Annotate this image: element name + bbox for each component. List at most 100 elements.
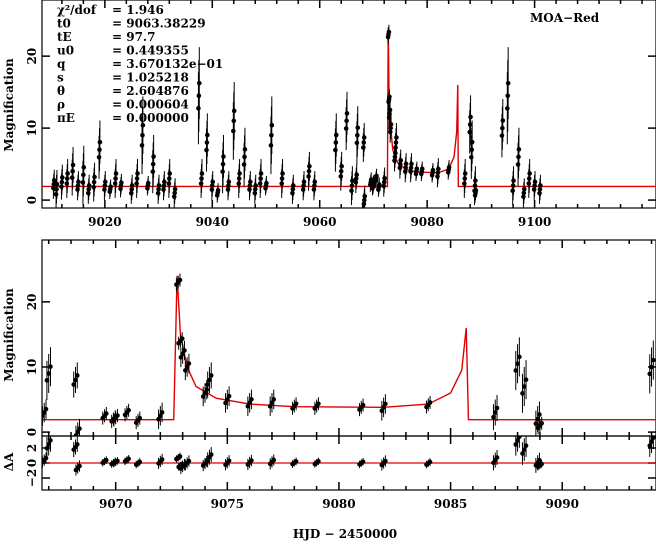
data-point [427,459,433,465]
data-point [354,172,359,178]
data-point [473,188,479,193]
y-tick-label: 10 [25,120,39,137]
data-point [104,411,109,416]
data-point [48,364,53,369]
data-point [177,454,183,459]
data-point [290,183,296,188]
data-point [339,163,344,169]
data-point [388,122,394,127]
data-point [386,29,392,35]
data-point [403,161,409,167]
data-point [159,457,165,462]
data-point [119,180,124,185]
data-point [267,403,273,409]
data-point [97,139,103,145]
data-point [271,457,277,463]
data-point [115,413,120,418]
param-rho-name: ρ [57,98,65,112]
data-point [77,426,82,431]
data-point [48,438,53,443]
data-point [649,439,654,445]
x-tick-label: 9040 [196,215,229,229]
y-tick-label: 0 [25,196,39,204]
data-point [184,364,190,370]
data-point [350,178,355,183]
data-point [379,408,385,414]
data-point [180,351,185,357]
y-axis-label-zoom: Magnification [2,288,16,382]
param-theta-name: θ [57,84,65,98]
data-point [362,194,368,199]
data-point [44,378,50,383]
plot-frame [41,0,656,209]
x-tick-label: 9080 [410,215,443,229]
data-point [517,436,522,439]
data-point [523,443,529,448]
param-piE-value: = 0.000000 [112,111,189,125]
data-point [75,429,81,435]
data-point [280,171,285,176]
data-point [225,397,230,402]
data-point [186,458,192,464]
data-point [253,183,258,188]
data-point [271,397,277,402]
data-point [145,180,151,186]
data-point [77,463,82,469]
data-point [46,371,51,376]
data-point [159,410,165,415]
data-point [647,371,653,377]
data-point [70,162,76,168]
data-point [521,384,527,389]
data-point [137,415,143,421]
x-tick-label: 9100 [518,215,551,229]
data-point [210,179,216,185]
y-tick-label: −2 [25,469,39,487]
data-point [293,401,299,407]
data-point [199,171,205,176]
data-point [108,184,113,190]
data-point [527,171,532,176]
param-theta-value: = 2.604876 [112,84,189,98]
param-chi2-value: = 1.946 [112,3,164,17]
param-u0-value: = 0.449355 [112,44,189,58]
data-point [535,416,540,422]
data-point [196,80,202,86]
data-point [158,413,163,419]
data-point [538,183,543,188]
data-point [446,165,452,170]
y-tick-label: 0 [25,459,39,467]
data-point [60,175,65,180]
data-point [4,434,9,439]
data-point [156,183,162,188]
param-rho-value: = 0.000604 [112,98,189,112]
x-tick-label: 9075 [211,497,244,511]
data-point [360,402,366,408]
data-point [436,166,441,172]
data-point [237,171,242,176]
data-point [511,178,516,183]
param-q-name: q [57,57,66,71]
y-tick-label: 20 [25,294,39,311]
data-point [473,178,478,183]
data-point [226,458,232,464]
y-axis-label-resid: ΔA [2,452,16,471]
data-point [427,400,433,405]
y-tick-label: 2 [25,444,39,452]
data-point [269,400,275,406]
data-point [207,377,212,383]
data-point [333,132,339,138]
x-tick-label: 9060 [303,215,336,229]
data-point [43,406,49,412]
param-s-name: s [57,71,64,85]
data-point [44,446,50,451]
data-point [200,394,206,399]
data-point [312,179,318,185]
data-point [430,167,436,173]
data-point [242,147,248,152]
data-point [0,442,5,447]
data-point [113,171,119,176]
data-point [374,173,379,179]
data-point [307,163,312,169]
data-point [293,459,299,464]
data-point [177,277,183,283]
